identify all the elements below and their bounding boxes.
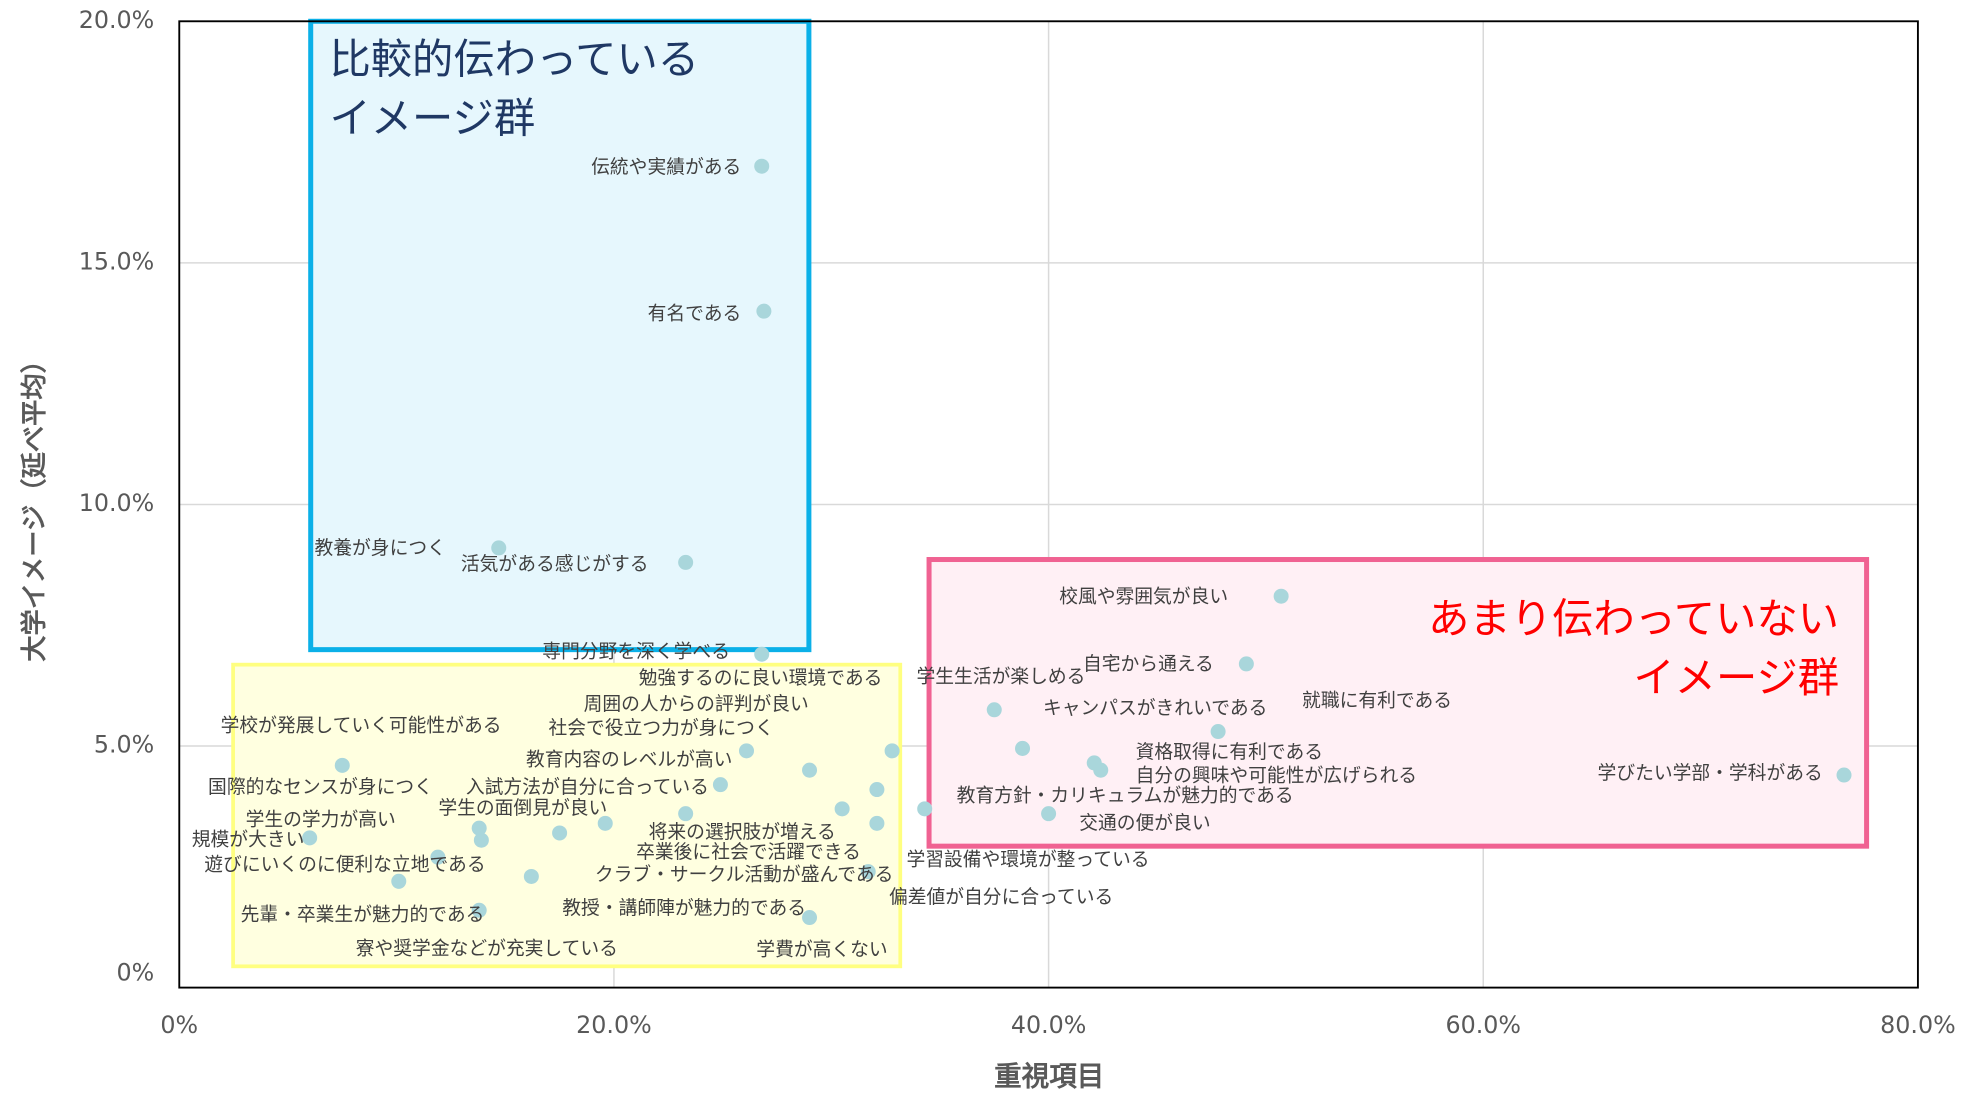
point-label: 交通の便が良い — [1079, 812, 1210, 834]
y-tick-label: 5.0% — [94, 731, 154, 759]
point-label: 自宅から通える — [1083, 653, 1214, 675]
point-label: 将来の選択肢が増える — [649, 821, 836, 843]
highlight-box — [231, 662, 903, 969]
point — [754, 158, 770, 174]
point-label: 卒業後に社会で活躍できる — [636, 841, 861, 863]
point-label: 活気がある感じがする — [461, 553, 649, 575]
x-tick-label: 0% — [160, 1011, 198, 1039]
x-tick-label: 60.0% — [1446, 1011, 1521, 1039]
point — [430, 849, 446, 865]
point — [491, 540, 507, 556]
y-tick-label: 0% — [117, 958, 155, 986]
point — [860, 864, 876, 880]
point — [302, 830, 318, 846]
point-label: 校風や雰囲気が良い — [1059, 586, 1228, 608]
point-label: 専門分野を深く学べる — [542, 641, 730, 663]
y-axis-title: 大学イメージ（延べ平均） — [19, 347, 50, 662]
point-label: 先輩・卒業生が魅力的である — [241, 904, 485, 926]
annotation: あまり伝わっていない — [1428, 595, 1839, 643]
point — [712, 777, 728, 793]
annotation: イメージ群 — [1633, 654, 1839, 702]
point — [1015, 740, 1031, 756]
point — [1273, 588, 1289, 604]
point-label: 社会で役立つ力が身につく — [549, 717, 774, 739]
point — [471, 902, 487, 918]
point-label: 規模が大きい — [192, 828, 305, 850]
point-label: 資格取得に有利である — [1136, 741, 1323, 763]
point-label: 周囲の人からの評判が良い — [584, 693, 809, 715]
point-label: 教育方針・カリキュラムが魅力的である — [957, 785, 1294, 807]
point-label: 学校が発展していく可能性がある — [221, 714, 502, 736]
point — [986, 702, 1002, 718]
points — [302, 158, 1852, 926]
point-label: 学生生活が楽しめる — [917, 666, 1086, 688]
point — [391, 873, 407, 889]
point-label: 偏差値が自分に合っている — [889, 886, 1113, 908]
point-label: 寮や奨学金などが充実している — [356, 937, 618, 959]
point — [869, 781, 885, 798]
point — [552, 825, 568, 841]
point-label: キャンパスがきれいである — [1043, 697, 1267, 719]
point — [1238, 656, 1254, 672]
point — [1041, 806, 1057, 822]
point-label: 入試方法が自分に合っている — [466, 776, 709, 798]
plot-frame — [178, 20, 1919, 989]
annotation: イメージ群 — [329, 94, 535, 142]
point-label: 就職に有利である — [1302, 689, 1452, 711]
point — [473, 832, 489, 848]
point — [754, 646, 770, 662]
point-label: 学びたい学部・学科がある — [1598, 762, 1823, 784]
annotation: 比較的伝わっている — [329, 36, 699, 84]
x-axis-title: 重視項目 — [994, 1061, 1104, 1093]
point-label: 学習設備や環境が整っている — [907, 848, 1150, 870]
point — [1093, 762, 1109, 778]
point — [802, 762, 818, 778]
point-label: 教授・講師陣が魅力的である — [562, 897, 806, 919]
point-label: 学生の学力が高い — [246, 808, 396, 830]
highlight-box — [926, 557, 1870, 849]
y-tick-label: 10.0% — [79, 489, 155, 517]
point-label: 自分の興味や可能性が広げられる — [1136, 765, 1418, 787]
point-label: 伝統や実績がある — [591, 156, 741, 178]
point — [1836, 767, 1852, 783]
x-tick-label: 40.0% — [1011, 1011, 1087, 1039]
point — [678, 554, 694, 570]
point-label: 国際的なセンスが身につく — [208, 776, 433, 798]
x-tick-label: 20.0% — [576, 1011, 652, 1039]
point-label: 教育内容のレベルが高い — [526, 748, 732, 770]
point — [738, 743, 755, 759]
point — [756, 303, 772, 319]
point-label: クラブ・サークル活動が盛んである — [595, 862, 894, 885]
point-label: 教養が身につく — [315, 537, 446, 559]
x-tick-label: 80.0% — [1880, 1011, 1955, 1039]
point — [1210, 724, 1226, 740]
point — [834, 801, 850, 817]
point-label: 有名である — [648, 303, 742, 325]
y-tick-label: 15.0% — [79, 247, 155, 275]
point — [678, 806, 694, 822]
highlight-box — [308, 18, 812, 653]
y-tick-label: 20.0% — [79, 6, 155, 34]
point-label: 遊びにいくのに便利な立地である — [204, 853, 485, 875]
point — [523, 868, 539, 884]
point-label: 学生の面倒見が良い — [438, 797, 607, 819]
point-label: 学費が高くない — [756, 939, 887, 961]
point — [471, 820, 487, 836]
point — [802, 910, 818, 926]
point — [884, 743, 900, 759]
point — [917, 801, 933, 817]
point-label: 勉強するのに良い環境である — [639, 667, 883, 689]
point — [334, 757, 350, 773]
point — [869, 815, 885, 831]
point — [597, 815, 613, 831]
